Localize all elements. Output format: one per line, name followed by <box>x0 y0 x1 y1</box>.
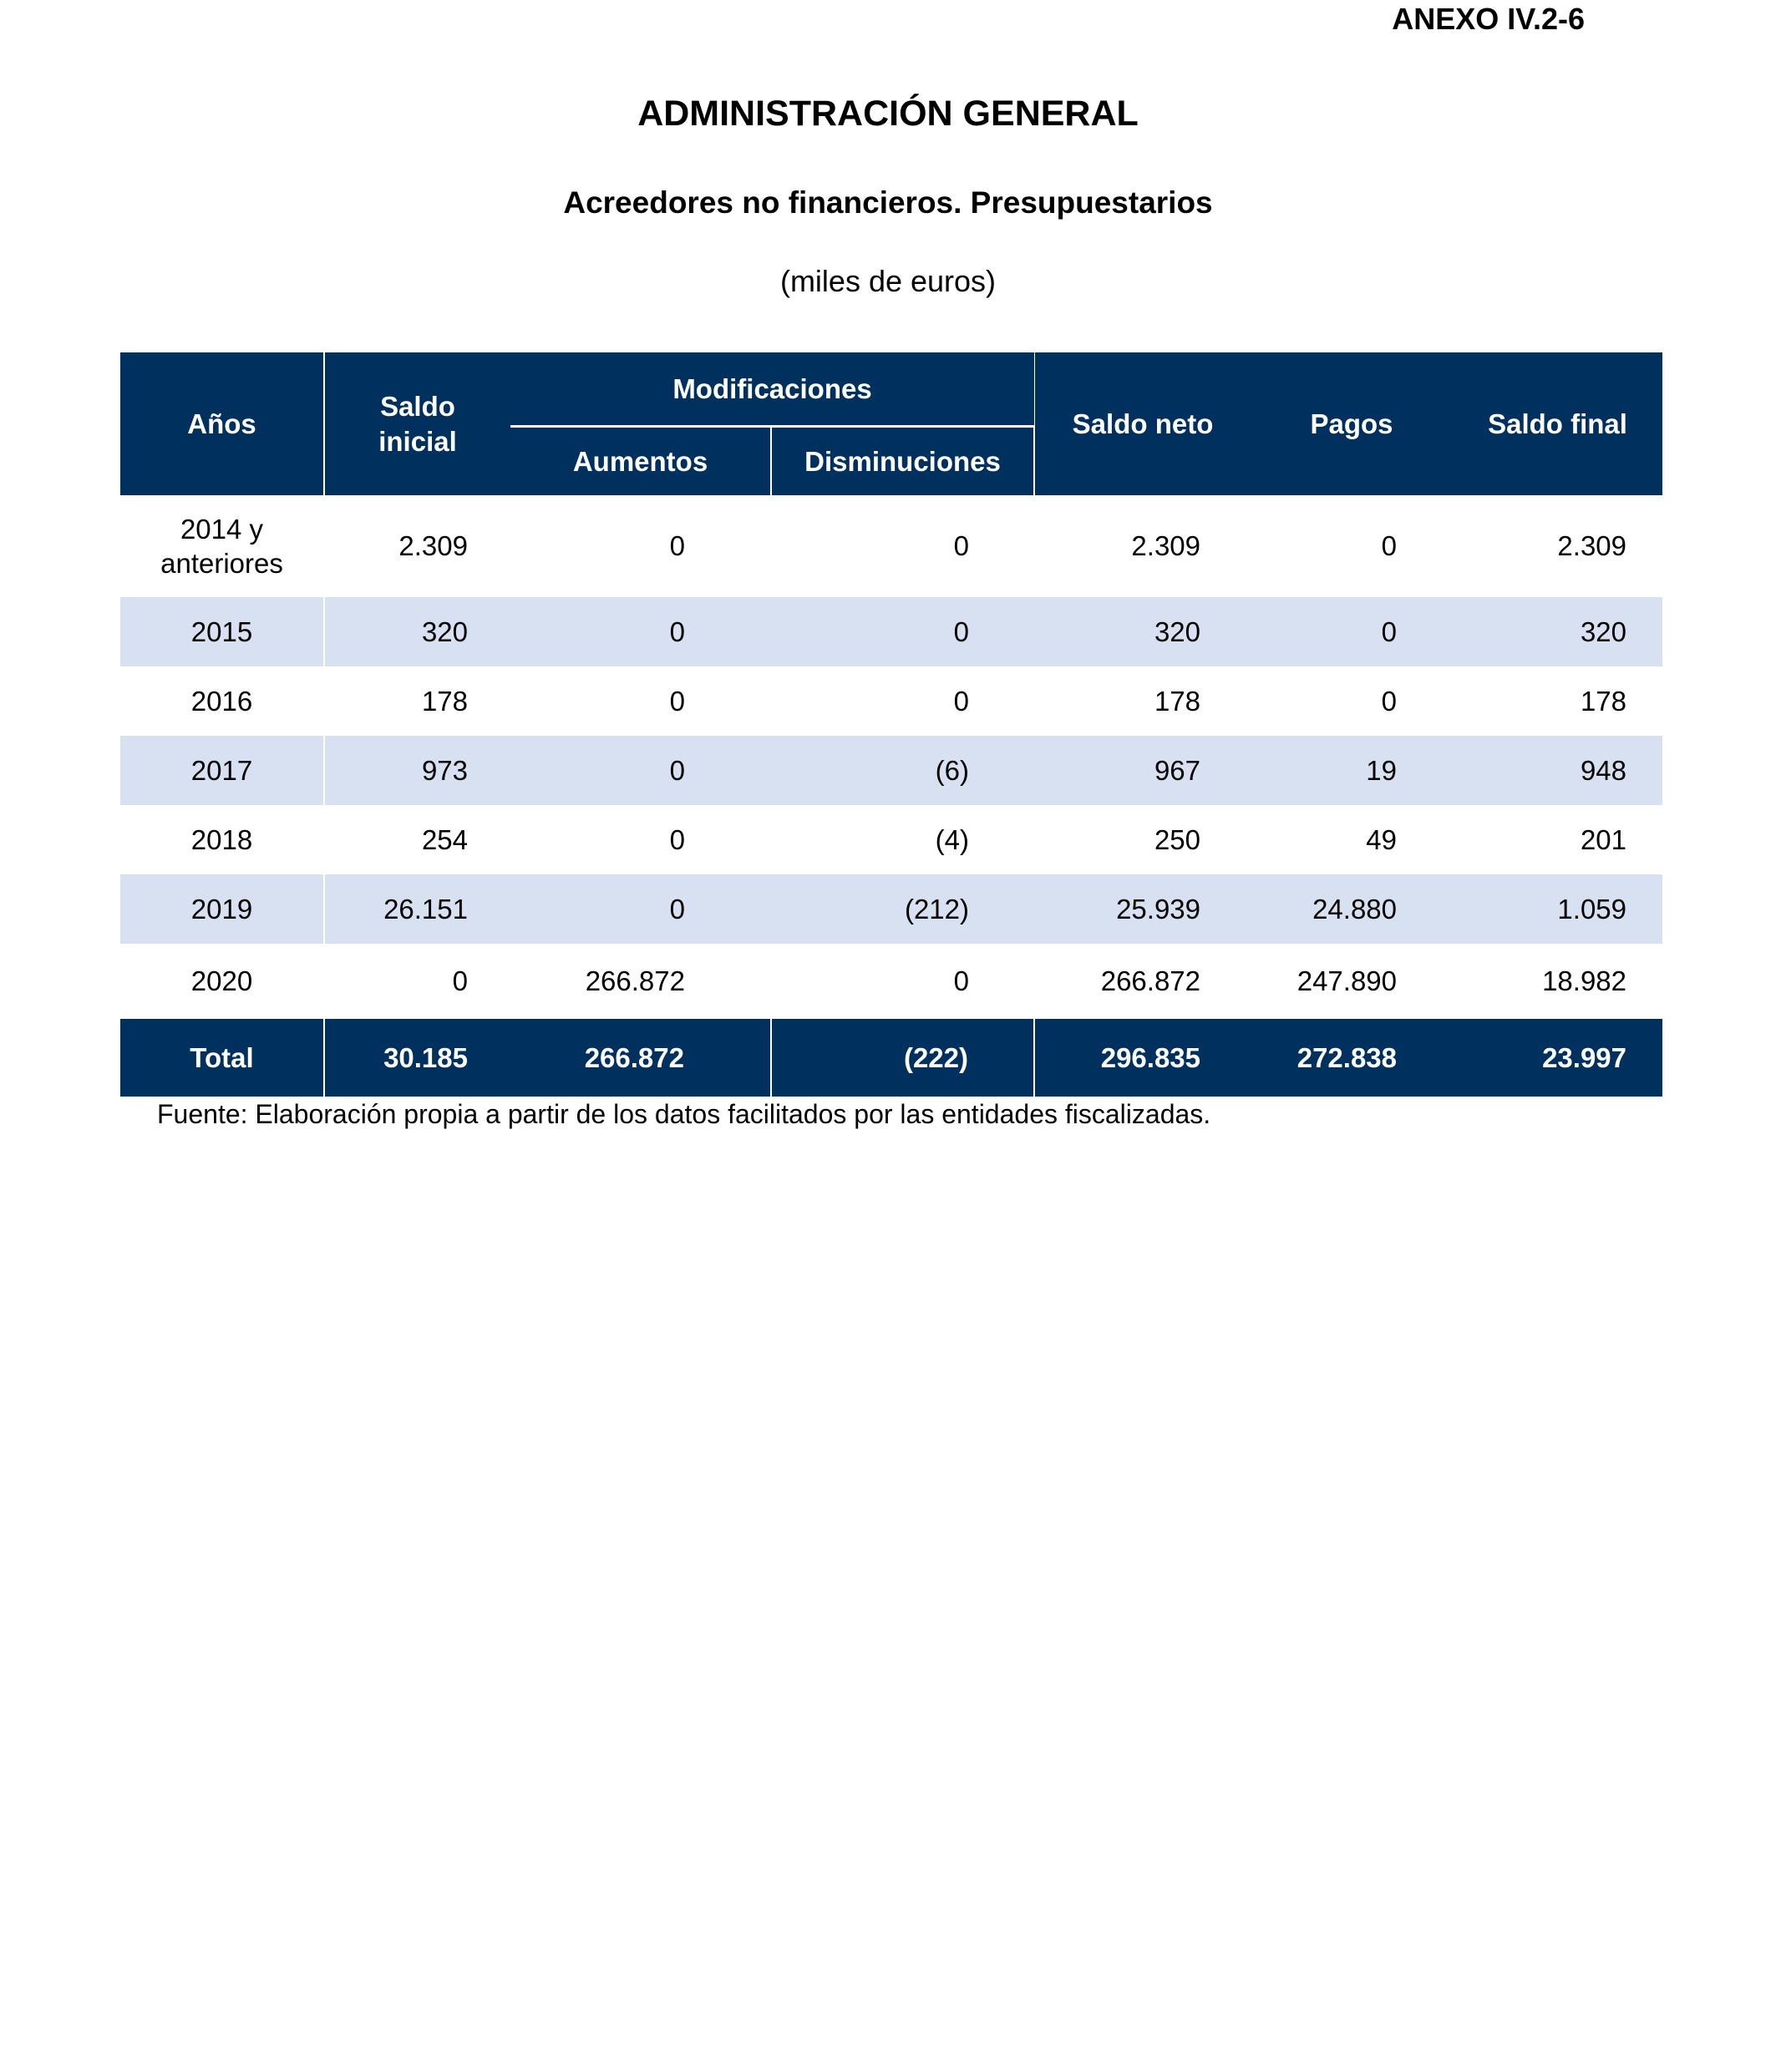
cell-saldo-final: 18.982 <box>1453 944 1663 1019</box>
table-row-2020: 2020 0 266.872 0 266.872 247.890 18.982 <box>120 944 1663 1019</box>
cell-saldo-neto: 320 <box>1034 597 1251 666</box>
table-row-2017: 2017 973 0 (6) 967 19 948 <box>120 736 1663 805</box>
cell-aumentos: 0 <box>510 495 771 597</box>
table-row-2016: 2016 178 0 0 178 0 178 <box>120 666 1663 736</box>
table-row-2019: 2019 26.151 0 (212) 25.939 24.880 1.059 <box>120 874 1663 944</box>
cell-pagos: 24.880 <box>1251 874 1454 944</box>
cell-year: 2019 <box>120 874 325 944</box>
cell-pagos: 0 <box>1251 597 1454 666</box>
cell-total-label: Total <box>120 1019 325 1097</box>
cell-saldo-final: 1.059 <box>1453 874 1663 944</box>
cell-disminuciones: 0 <box>771 666 1035 736</box>
table-row-2018: 2018 254 0 (4) 250 49 201 <box>120 805 1663 874</box>
cell-aumentos: 0 <box>510 805 771 874</box>
cell-saldo-final: 320 <box>1453 597 1663 666</box>
cell-disminuciones: 0 <box>771 597 1035 666</box>
header-row-top: Años Saldo inicial Modificaciones Saldo … <box>120 352 1663 495</box>
page-title: ADMINISTRACIÓN GENERAL <box>637 94 1139 134</box>
cell-aumentos: 0 <box>510 597 771 666</box>
cell-saldo-final: 23.997 <box>1453 1019 1663 1097</box>
table-row-total: Total 30.185 266.872 (222) 296.835 272.8… <box>120 1019 1663 1097</box>
cell-year: 2020 <box>120 944 325 1019</box>
cell-disminuciones: (222) <box>771 1019 1036 1097</box>
cell-year: 2015 <box>120 597 325 666</box>
cell-saldo-inicial: 2.309 <box>324 495 510 597</box>
cell-saldo-neto: 967 <box>1034 736 1251 805</box>
header-pagos: Pagos <box>1251 352 1454 495</box>
cell-saldo-inicial: 320 <box>324 597 510 666</box>
header-anos: Años <box>120 352 325 495</box>
cell-saldo-inicial: 0 <box>324 944 510 1019</box>
cell-saldo-inicial: 26.151 <box>324 874 510 944</box>
cell-pagos: 0 <box>1251 495 1454 597</box>
cell-saldo-inicial: 254 <box>324 805 510 874</box>
header-disminuciones: Disminuciones <box>771 426 1036 495</box>
cell-saldo-neto: 25.939 <box>1034 874 1251 944</box>
cell-year: 2016 <box>120 666 325 736</box>
cell-aumentos: 0 <box>510 874 771 944</box>
header-saldo-neto: Saldo neto <box>1034 352 1251 495</box>
cell-saldo-neto: 178 <box>1034 666 1251 736</box>
table-row-2014: 2014 y anteriores 2.309 0 0 2.309 0 2.30… <box>120 495 1663 597</box>
cell-aumentos: 266.872 <box>510 1019 772 1097</box>
header-aumentos: Aumentos <box>510 426 772 495</box>
cell-saldo-inicial: 973 <box>324 736 510 805</box>
header-modificaciones: Modificaciones <box>510 352 1035 428</box>
cell-year: 2017 <box>120 736 325 805</box>
unit-note: (miles de euros) <box>779 264 997 298</box>
cell-pagos: 49 <box>1251 805 1454 874</box>
cell-disminuciones: (6) <box>771 736 1035 805</box>
cell-aumentos: 266.872 <box>510 944 771 1019</box>
annex-label: ANEXO IV.2-6 <box>1392 2 1585 36</box>
cell-saldo-inicial: 30.185 <box>324 1019 510 1097</box>
header-row-sub: Aumentos Disminuciones <box>120 426 1662 495</box>
page-subtitle: Acreedores no financieros. Presupuestari… <box>563 185 1213 220</box>
cell-saldo-neto: 250 <box>1034 805 1251 874</box>
cell-saldo-inicial: 178 <box>324 666 510 736</box>
cell-disminuciones: (4) <box>771 805 1035 874</box>
cell-pagos: 272.838 <box>1251 1019 1454 1097</box>
table-row-2015: 2015 320 0 0 320 0 320 <box>120 597 1663 666</box>
cell-saldo-final: 201 <box>1453 805 1663 874</box>
creditors-table: Años Saldo inicial Modificaciones Saldo … <box>120 352 1663 1097</box>
header-saldo-final: Saldo final <box>1453 352 1663 495</box>
cell-disminuciones: 0 <box>771 495 1035 597</box>
cell-saldo-final: 178 <box>1453 666 1663 736</box>
cell-pagos: 247.890 <box>1251 944 1454 1019</box>
header-saldo-inicial: Saldo inicial <box>324 352 510 495</box>
cell-saldo-neto: 266.872 <box>1034 944 1251 1019</box>
cell-saldo-neto: 296.835 <box>1034 1019 1251 1097</box>
cell-year: 2014 y anteriores <box>120 495 325 597</box>
cell-disminuciones: (212) <box>771 874 1035 944</box>
cell-pagos: 0 <box>1251 666 1454 736</box>
cell-year: 2018 <box>120 805 325 874</box>
source-note: Fuente: Elaboración propia a partir de l… <box>157 1099 1211 1129</box>
cell-saldo-neto: 2.309 <box>1034 495 1251 597</box>
cell-saldo-final: 948 <box>1453 736 1663 805</box>
cell-saldo-final: 2.309 <box>1453 495 1663 597</box>
cell-disminuciones: 0 <box>771 944 1035 1019</box>
cell-pagos: 19 <box>1251 736 1454 805</box>
cell-aumentos: 0 <box>510 736 771 805</box>
cell-aumentos: 0 <box>510 666 771 736</box>
